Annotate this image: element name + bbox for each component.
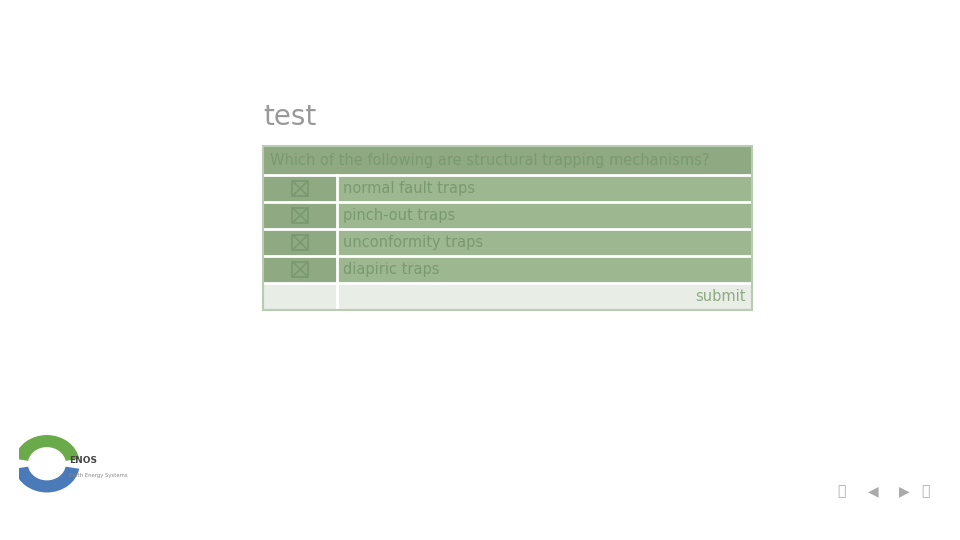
Text: pinch-out traps: pinch-out traps <box>344 208 455 223</box>
FancyBboxPatch shape <box>263 256 337 283</box>
FancyBboxPatch shape <box>337 283 752 309</box>
FancyBboxPatch shape <box>263 202 337 229</box>
Text: normal fault traps: normal fault traps <box>344 181 475 196</box>
Text: ENOS: ENOS <box>69 456 97 465</box>
Text: submit: submit <box>695 289 745 303</box>
FancyBboxPatch shape <box>337 256 752 283</box>
FancyBboxPatch shape <box>263 229 337 256</box>
Text: Earth Energy Systems: Earth Energy Systems <box>69 474 128 478</box>
Text: ▶: ▶ <box>899 484 909 498</box>
Text: diapiric traps: diapiric traps <box>344 262 440 276</box>
FancyBboxPatch shape <box>337 229 752 256</box>
Text: ⏭: ⏭ <box>922 484 930 498</box>
Wedge shape <box>14 435 79 461</box>
Text: Which of the following are structural trapping mechanisms?: Which of the following are structural tr… <box>270 153 709 168</box>
Text: unconformity traps: unconformity traps <box>344 235 483 250</box>
FancyBboxPatch shape <box>263 146 752 175</box>
Text: ⏮: ⏮ <box>837 484 846 498</box>
Text: test: test <box>263 103 317 131</box>
Wedge shape <box>14 467 79 492</box>
FancyBboxPatch shape <box>337 202 752 229</box>
FancyBboxPatch shape <box>263 175 337 202</box>
FancyBboxPatch shape <box>263 283 337 309</box>
FancyBboxPatch shape <box>337 175 752 202</box>
Text: ◀: ◀ <box>868 484 878 498</box>
